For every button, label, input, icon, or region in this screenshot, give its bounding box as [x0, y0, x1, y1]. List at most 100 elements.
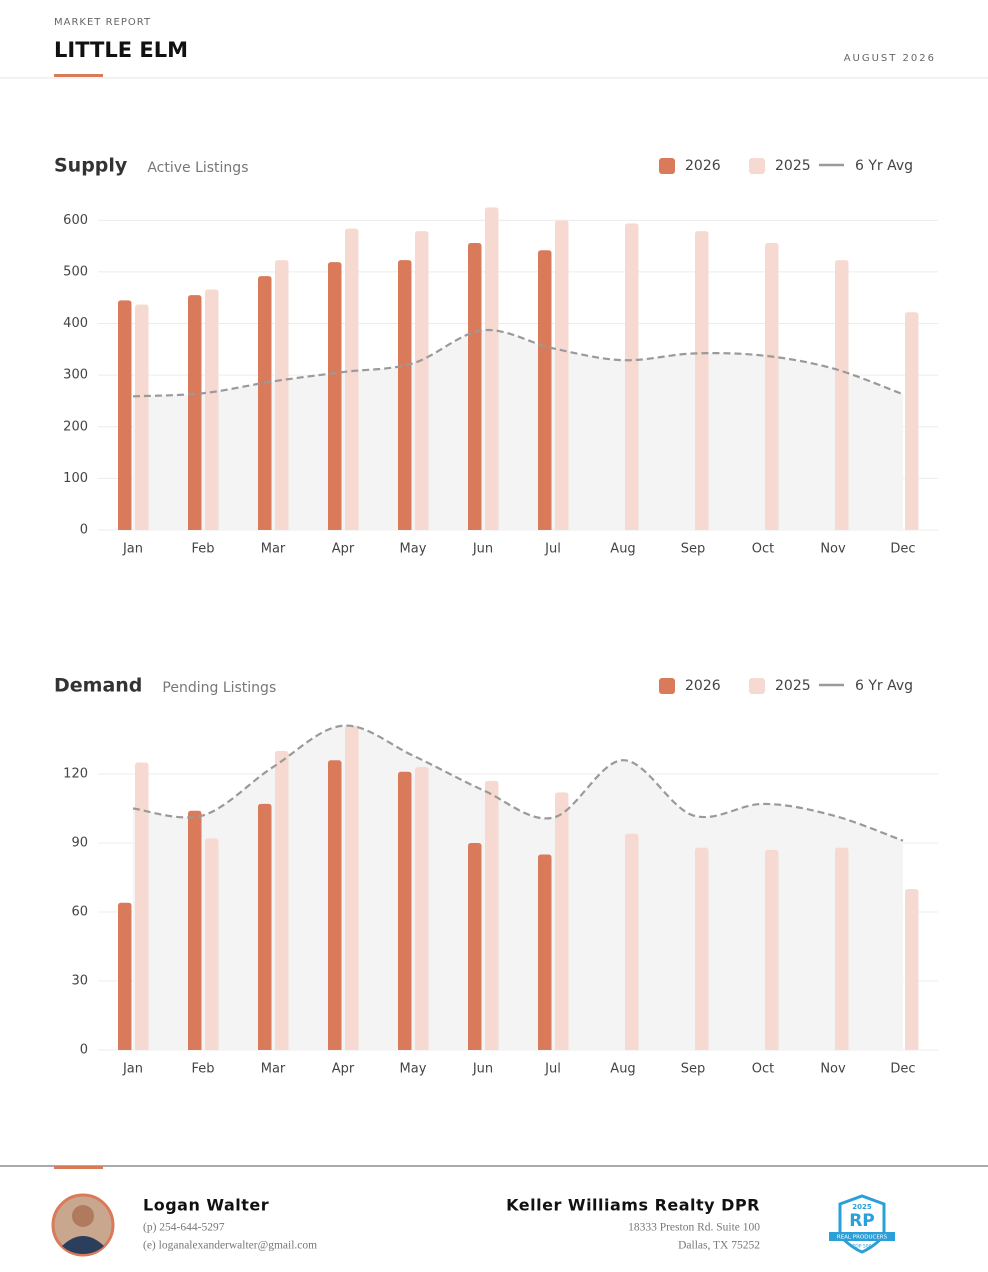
bar [275, 260, 289, 530]
bar [415, 231, 429, 530]
bar [118, 300, 132, 530]
bar [905, 312, 919, 530]
bar [905, 889, 919, 1050]
x-tick-label: Apr [332, 1062, 355, 1077]
x-tick-label: May [400, 542, 427, 557]
bar [135, 304, 149, 530]
bar [118, 902, 132, 1050]
bar [398, 260, 412, 530]
y-tick-label: 200 [63, 419, 88, 434]
x-tick-label: Jul [544, 1062, 561, 1077]
x-tick-label: Mar [261, 542, 286, 557]
bar [188, 810, 202, 1050]
bar [538, 854, 552, 1050]
bar [695, 847, 709, 1050]
company-address: 18333 Preston Rd. Suite 100 [628, 1222, 760, 1234]
legend-swatch [659, 158, 675, 174]
avg-area [133, 725, 903, 1050]
legend-label: 2025 [775, 678, 811, 694]
footer-accent [54, 1166, 103, 1169]
legend-label: 2026 [685, 158, 721, 174]
y-tick-label: 30 [71, 974, 88, 989]
bar [328, 760, 342, 1050]
agent-email: (e) loganalexanderwalter@gmail.com [143, 1240, 317, 1252]
bar [555, 220, 569, 531]
agent-phone: (p) 254-644-5297 [143, 1222, 225, 1234]
legend-swatch [659, 678, 675, 694]
bar [188, 295, 202, 530]
bar [345, 725, 359, 1050]
bar [205, 838, 219, 1050]
bar [538, 250, 552, 531]
legend-label: 6 Yr Avg [855, 158, 913, 174]
chart-title: Demand [54, 675, 142, 697]
x-tick-label: Jan [122, 1062, 143, 1077]
y-tick-label: 0 [80, 1043, 88, 1058]
x-tick-label: Jan [122, 542, 143, 557]
chart: Demand Pending Listings 2026 2025 6 Yr Avg 0 3… [54, 675, 938, 1077]
x-tick-label: Jul [544, 542, 561, 557]
x-tick-label: Sep [681, 1062, 706, 1077]
bar [835, 847, 849, 1050]
bar [345, 228, 359, 531]
x-tick-label: Apr [332, 542, 355, 557]
page-title: LITTLE ELM [54, 38, 188, 62]
x-tick-label: Feb [191, 1062, 214, 1077]
bar [765, 243, 779, 530]
y-tick-label: 400 [63, 316, 88, 331]
x-tick-label: Jun [472, 1062, 493, 1077]
chart-title: Supply [54, 155, 128, 177]
bar [415, 767, 429, 1050]
x-tick-label: Dec [890, 542, 915, 557]
badge-ribbon-text: REAL PRODUCERS [837, 1235, 888, 1241]
badge-ribbon [829, 1232, 895, 1241]
agent-photo-head [72, 1205, 94, 1227]
report-date: AUGUST 2026 [844, 53, 936, 64]
x-tick-label: Nov [820, 1062, 846, 1077]
chart: Supply Active Listings 2026 2025 6 Yr Avg 0 10… [54, 155, 938, 557]
company-city: Dallas, TX 75252 [678, 1240, 760, 1252]
y-tick-label: 100 [63, 471, 88, 486]
x-tick-label: Sep [681, 542, 706, 557]
avg-area [133, 329, 903, 530]
bar [468, 243, 482, 530]
legend-label: 2025 [775, 158, 811, 174]
y-tick-label: 90 [71, 836, 88, 851]
chart-subtitle: Pending Listings [162, 680, 276, 696]
bar [695, 231, 709, 530]
x-tick-label: Oct [752, 1062, 774, 1077]
line-layer [133, 329, 903, 530]
badge: 2025 RP REAL PRODUCERS TOP 500 [829, 1194, 895, 1254]
bar [765, 849, 779, 1050]
bar [328, 262, 342, 530]
legend-swatch [749, 158, 765, 174]
bar [485, 207, 499, 530]
agent-name: Logan Walter [143, 1196, 269, 1215]
badge-year: 2025 [852, 1203, 872, 1211]
y-tick-label: 120 [63, 767, 88, 782]
bar [468, 843, 482, 1050]
y-tick-label: 0 [80, 523, 88, 538]
bar [398, 771, 412, 1050]
x-tick-label: Oct [752, 542, 774, 557]
bar [625, 223, 639, 530]
bar [258, 276, 272, 530]
x-tick-label: Aug [610, 542, 635, 557]
y-tick-label: 500 [63, 264, 88, 279]
header-accent [54, 74, 103, 77]
x-tick-label: Nov [820, 542, 846, 557]
avg-line [132, 724, 904, 842]
bar [835, 260, 849, 530]
kicker: MARKET REPORT [54, 17, 151, 28]
x-tick-label: Dec [890, 1062, 915, 1077]
x-tick-label: May [400, 1062, 427, 1077]
bar [555, 792, 569, 1050]
line-layer [133, 725, 903, 1050]
legend-swatch [749, 678, 765, 694]
bar [258, 803, 272, 1050]
chart-subtitle: Active Listings [147, 160, 248, 176]
bar [135, 762, 149, 1050]
legend-label: 6 Yr Avg [855, 678, 913, 694]
avg-line [132, 328, 904, 398]
